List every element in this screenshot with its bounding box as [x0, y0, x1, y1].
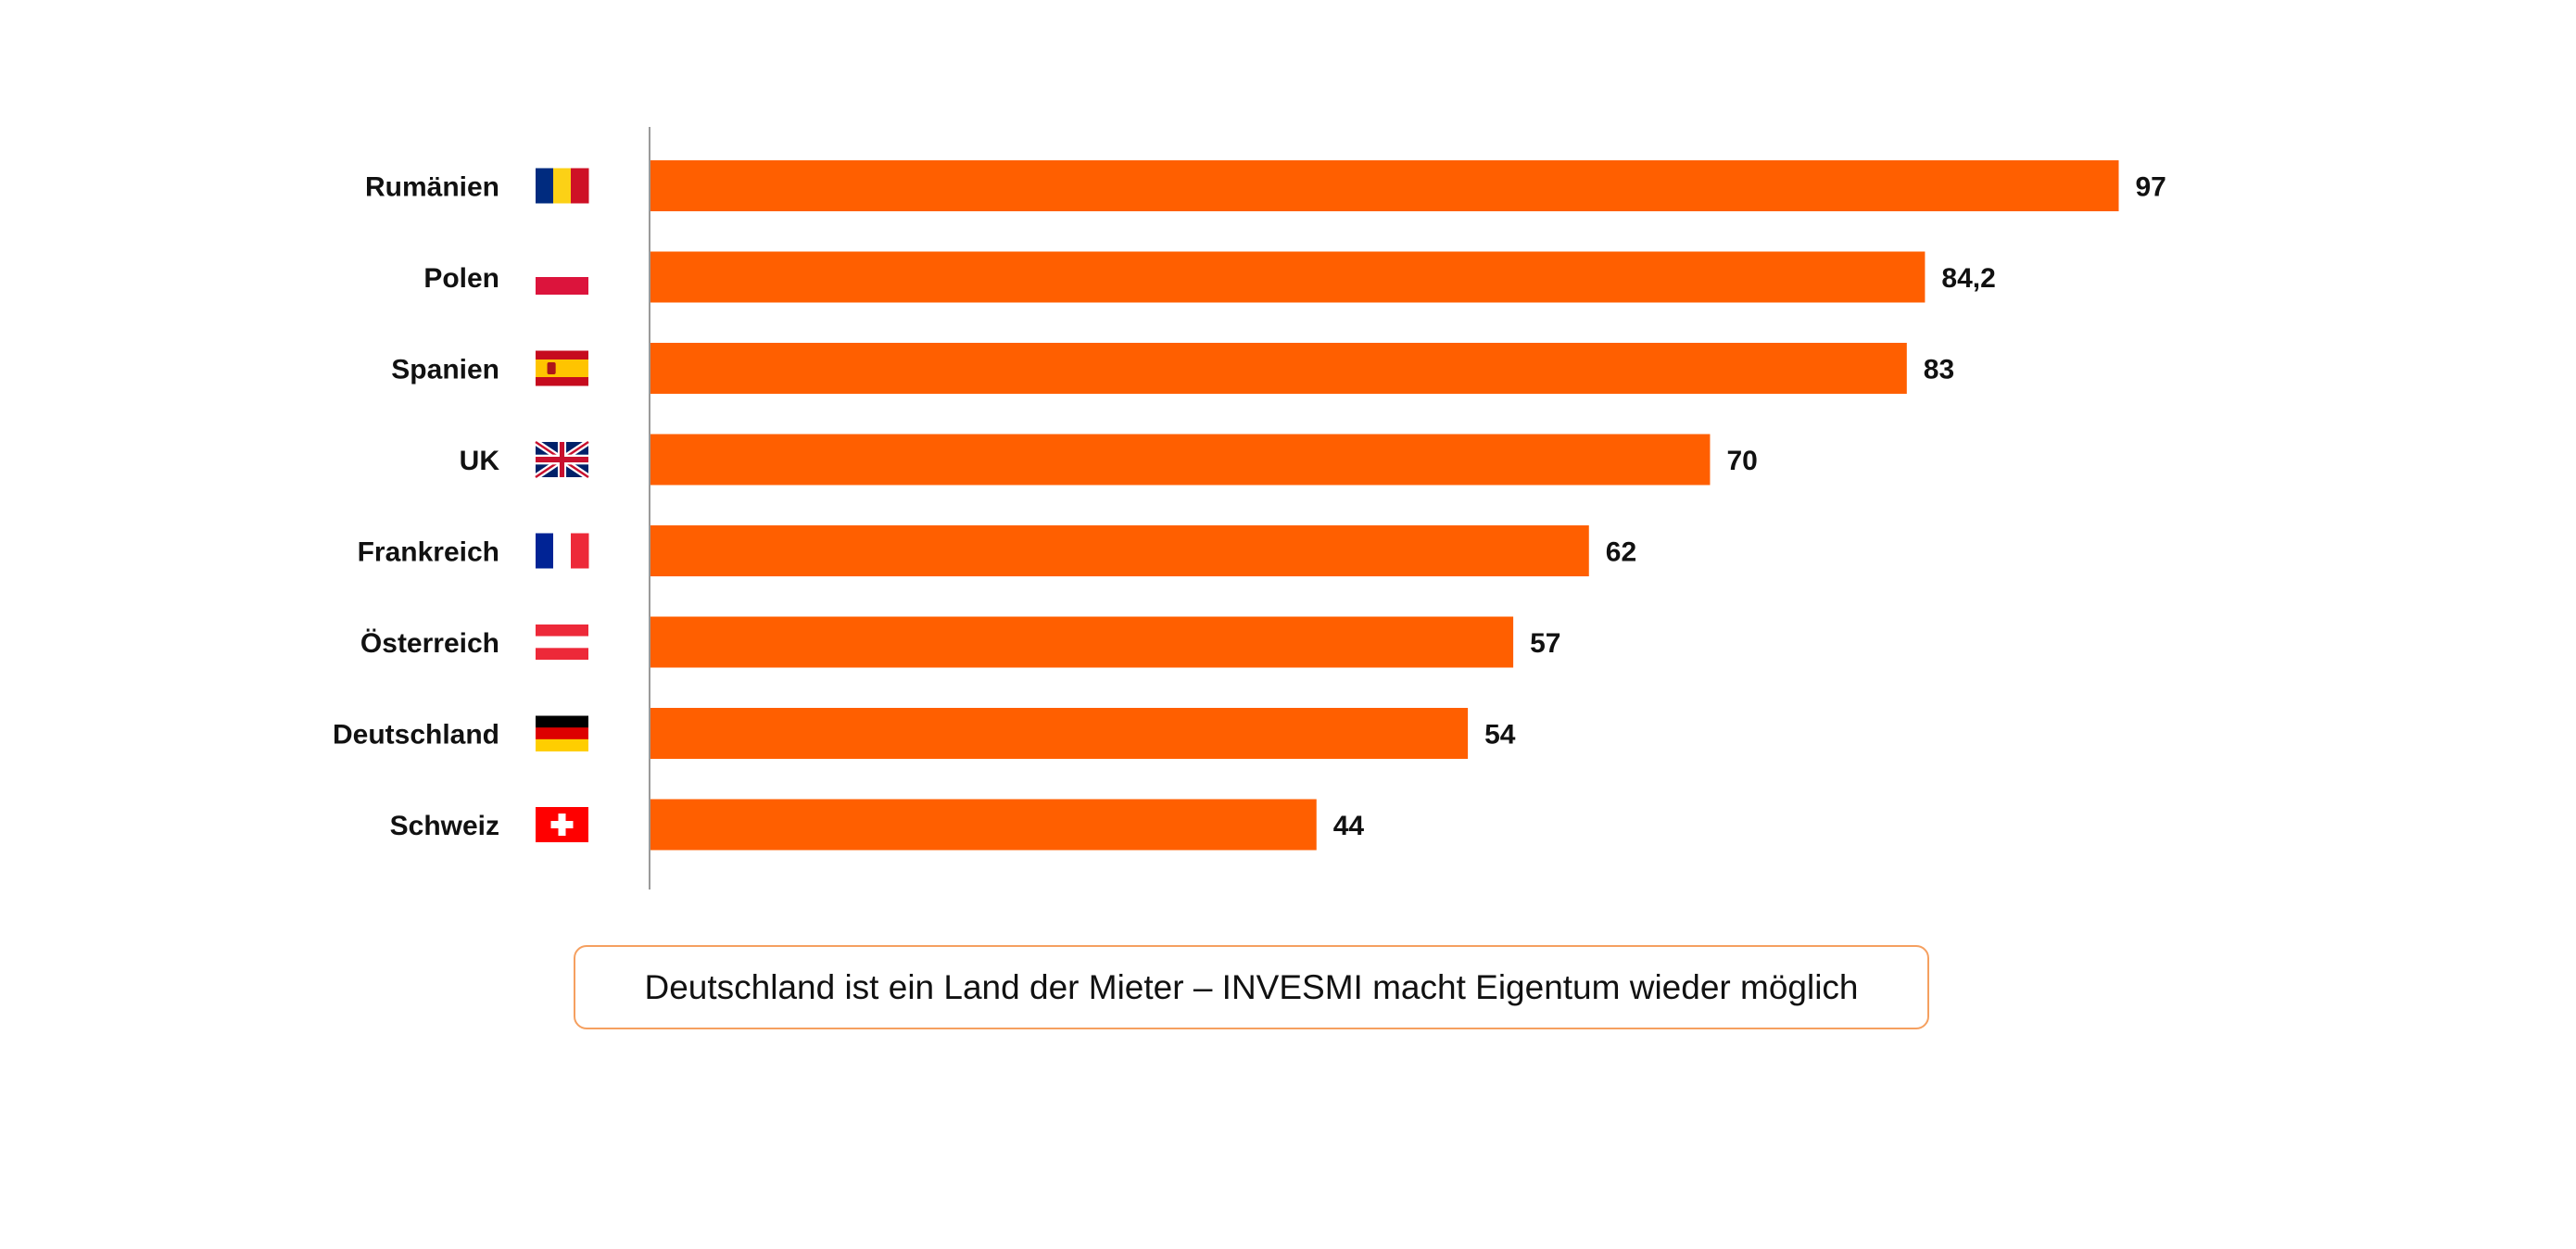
category-label: Schweiz: [390, 811, 499, 841]
value-label: 44: [1333, 811, 1365, 841]
value-label: 62: [1606, 537, 1636, 568]
uk-flag-icon: [534, 439, 590, 480]
value-label: 83: [1924, 355, 1954, 385]
switzerland-flag-icon: [536, 807, 588, 842]
value-label: 97: [2135, 172, 2166, 203]
value-label: 57: [1530, 628, 1560, 659]
bar-row-frankreich: Frankreich 62: [358, 525, 1636, 576]
category-label: Deutschland: [333, 720, 499, 751]
poland-flag-icon: [536, 259, 588, 295]
bar-row-polen: Polen 84,2: [423, 251, 1996, 303]
bar-row-uk: UK 70: [460, 434, 1758, 486]
france-flag-icon: [536, 533, 589, 569]
bar-row--sterreich: Österreich 57: [360, 616, 1560, 668]
bar: [650, 708, 1469, 759]
bar-row-spanien: Spanien 83: [391, 343, 1954, 394]
caption-text: Deutschland ist ein Land der Mieter – IN…: [644, 967, 1859, 1006]
bar: [650, 343, 1907, 394]
bar-row-rum-nien: Rumänien 97: [365, 160, 2166, 211]
bar: [650, 160, 2119, 211]
spain-flag-icon: [536, 350, 588, 386]
category-label: Rumänien: [365, 172, 499, 203]
category-label: Polen: [423, 263, 499, 294]
bar: [650, 616, 1514, 668]
value-label: 84,2: [1941, 263, 1995, 294]
bar-row-schweiz: Schweiz 44: [390, 799, 1365, 851]
value-label: 54: [1484, 720, 1516, 751]
bar: [650, 799, 1317, 851]
bar: [650, 525, 1589, 576]
austria-flag-icon: [536, 624, 588, 660]
category-label: Frankreich: [358, 537, 499, 568]
germany-flag-icon: [536, 715, 588, 751]
romania-flag-icon: [536, 168, 589, 204]
bar: [650, 251, 1926, 303]
caption-box: Deutschland ist ein Land der Mieter – IN…: [574, 945, 1929, 1029]
value-label: 70: [1726, 446, 1757, 476]
category-label: UK: [460, 446, 500, 476]
bar-row-deutschland: Deutschland 54: [333, 708, 1516, 759]
bar: [650, 434, 1711, 486]
category-label: Österreich: [360, 628, 499, 659]
category-label: Spanien: [391, 355, 499, 385]
